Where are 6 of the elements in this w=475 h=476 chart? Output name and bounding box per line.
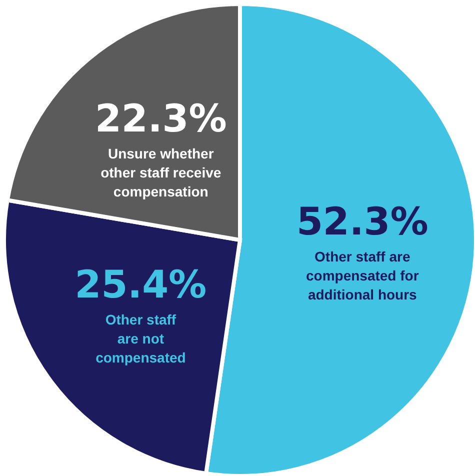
data-label: 25.4%: [74, 262, 207, 307]
data-label: 22.3%: [94, 96, 227, 141]
slice-label: Other staff are compensated for additional hours: [306, 248, 420, 302]
slice-label: Other staff are not compensated: [96, 312, 186, 366]
data-label: 52.3%: [296, 199, 428, 244]
slice-label: Unsure whether other staff receive compensation: [100, 146, 222, 200]
